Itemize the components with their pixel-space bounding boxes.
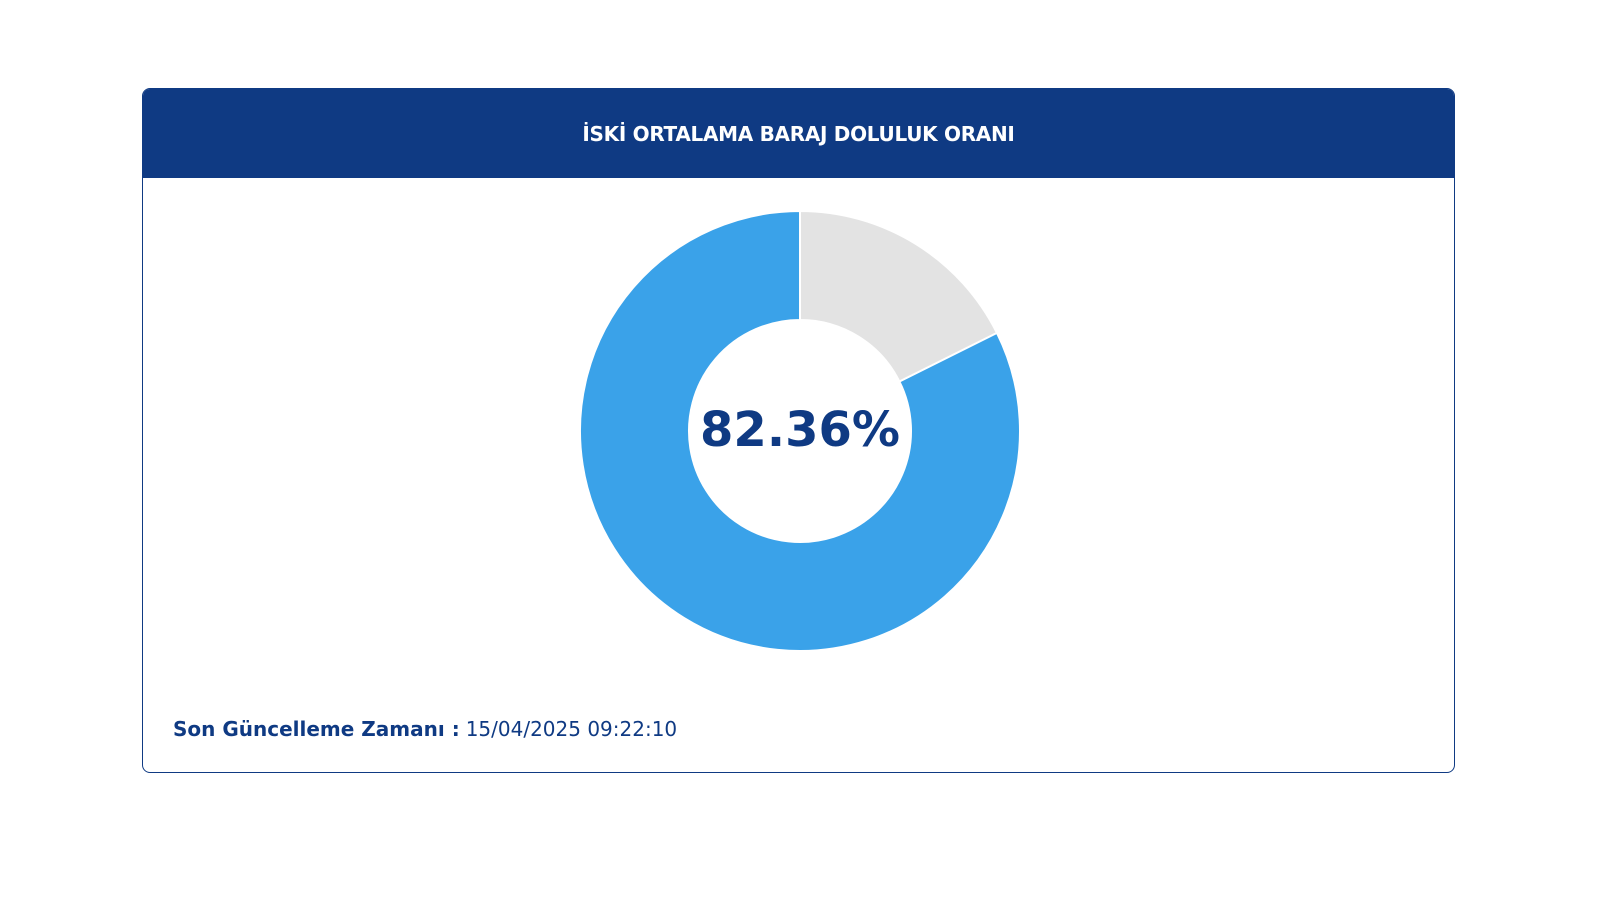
card: İSKİ ORTALAMA BARAJ DOLULUK ORANI 82.36%… bbox=[142, 88, 1455, 773]
update-time: 15/04/2025 09:22:10 bbox=[465, 717, 678, 741]
chart: 82.36% bbox=[579, 209, 1021, 652]
update-label: Son Güncelleme Zamanı : bbox=[173, 717, 460, 741]
card-header: İSKİ ORTALAMA BARAJ DOLULUK ORANI bbox=[143, 89, 1454, 178]
chart-title: İSKİ ORTALAMA BARAJ DOLULUK ORANI bbox=[582, 121, 1015, 146]
center-label: 82.36% bbox=[700, 402, 900, 458]
donut-segment bbox=[579, 209, 1021, 652]
donut-segment bbox=[799, 209, 999, 383]
update-info: Son Güncelleme Zamanı :15/04/2025 09:22:… bbox=[173, 717, 677, 741]
